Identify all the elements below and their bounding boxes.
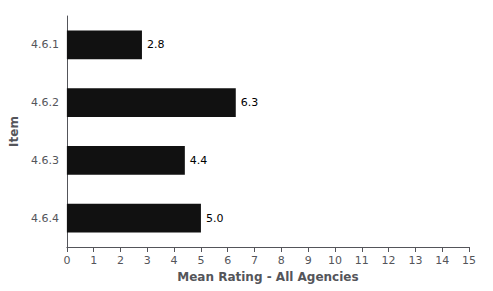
svg-text:6: 6: [224, 254, 231, 267]
svg-text:1: 1: [90, 254, 97, 267]
svg-text:4.6.1: 4.6.1: [31, 38, 59, 51]
svg-text:4.6.2: 4.6.2: [31, 96, 59, 109]
svg-text:4.6.3: 4.6.3: [31, 154, 59, 167]
svg-text:0: 0: [63, 254, 70, 267]
svg-text:12: 12: [382, 254, 396, 267]
svg-text:4.6.4: 4.6.4: [31, 212, 59, 225]
svg-text:10: 10: [328, 254, 342, 267]
svg-text:4: 4: [171, 254, 178, 267]
svg-text:4.4: 4.4: [190, 154, 208, 167]
svg-text:15: 15: [462, 254, 476, 267]
svg-text:6.3: 6.3: [241, 96, 259, 109]
svg-text:8: 8: [278, 254, 285, 267]
svg-text:5.0: 5.0: [206, 212, 224, 225]
svg-text:13: 13: [408, 254, 422, 267]
svg-text:5: 5: [197, 254, 204, 267]
svg-text:3: 3: [144, 254, 151, 267]
svg-text:7: 7: [251, 254, 258, 267]
svg-text:11: 11: [355, 254, 369, 267]
svg-text:9: 9: [305, 254, 312, 267]
svg-text:2.8: 2.8: [147, 38, 165, 51]
svg-text:Mean Rating - All Agencies: Mean Rating - All Agencies: [177, 270, 358, 284]
svg-text:2: 2: [117, 254, 124, 267]
svg-text:14: 14: [435, 254, 449, 267]
svg-text:Item: Item: [7, 116, 21, 147]
